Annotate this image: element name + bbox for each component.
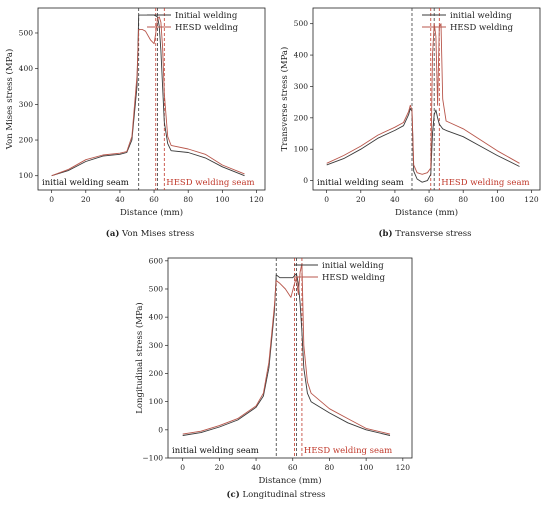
y-tick-label: 0 <box>158 425 163 434</box>
x-tick-label: 80 <box>458 195 468 204</box>
caption-letter: (c) <box>227 489 240 500</box>
caption-letter: (b) <box>379 228 393 239</box>
initial-seam-annotation: initial welding seam <box>317 178 404 188</box>
x-tick-label: 80 <box>325 463 335 472</box>
legend-label-1: initial welding <box>450 11 512 21</box>
y-tick-label: 400 <box>294 51 309 60</box>
chart-2: 0 20 40 60 80 100 120 0 100 200 300 400 500 Distance … <box>279 7 541 239</box>
x-tick-label: 40 <box>115 195 125 204</box>
y-tick-label: 500 <box>19 28 34 37</box>
caption-text: Von Mises stress <box>119 229 194 239</box>
chart-1: 0 20 40 60 80 100 120 100 200 300 400 500 Distance (… <box>4 7 266 239</box>
legend-label-1: Initial welding <box>175 11 238 21</box>
chart-caption: (a) Von Mises stress <box>106 228 194 239</box>
chart-caption: (b) Transverse stress <box>379 228 472 239</box>
y-tick-label: 200 <box>294 113 309 122</box>
x-axis-label: Distance (mm) <box>395 207 458 218</box>
y-tick-label: 200 <box>149 369 164 378</box>
x-tick-label: 40 <box>390 195 400 204</box>
y-axis-label: Von Mises stress (MPa) <box>4 49 15 151</box>
x-tick-label: 0 <box>324 195 329 204</box>
series-line-1 <box>326 107 520 183</box>
caption-letter: (a) <box>106 228 120 239</box>
series-line-2 <box>182 263 391 435</box>
chart-caption: (c) Longitudinal stress <box>227 489 326 500</box>
legend-label-2: HESD welding <box>322 273 386 283</box>
x-tick-label: 0 <box>180 463 185 472</box>
legend-label-2: HESD welding <box>450 23 514 33</box>
y-tick-label: 300 <box>294 82 309 91</box>
x-axis-label: Distance (mm) <box>258 475 321 486</box>
x-tick-label: 100 <box>490 195 505 204</box>
legend-label-1: initial welding <box>322 261 384 271</box>
x-tick-label: 100 <box>359 463 374 472</box>
y-tick-label: 400 <box>149 313 164 322</box>
initial-seam-annotation: initial welding seam <box>172 446 259 456</box>
x-axis-label: Distance (mm) <box>120 207 183 218</box>
x-tick-label: 120 <box>524 195 539 204</box>
y-tick-label: 200 <box>19 136 34 145</box>
x-tick-label: 60 <box>149 195 159 204</box>
y-tick-label: 300 <box>19 100 34 109</box>
caption-text: Transverse stress <box>393 229 472 239</box>
y-tick-label: 300 <box>149 341 164 350</box>
y-tick-label: 0 <box>303 176 308 185</box>
y-tick-label: 100 <box>149 397 164 406</box>
series-line-1 <box>182 273 391 436</box>
plot-frame <box>37 7 266 191</box>
x-tick-label: 120 <box>249 195 264 204</box>
x-tick-label: 100 <box>215 195 230 204</box>
y-tick-label: 100 <box>294 145 309 154</box>
y-tick-label: 400 <box>19 64 34 73</box>
x-tick-label: 20 <box>215 463 225 472</box>
x-tick-label: 120 <box>396 463 411 472</box>
y-axis-label: Longitudinal stress (MPa) <box>134 302 145 413</box>
series-line-1 <box>51 14 245 177</box>
y-tick-label: 500 <box>294 19 309 28</box>
series-line-2 <box>51 16 245 177</box>
x-tick-label: 60 <box>288 463 298 472</box>
x-tick-label: 20 <box>81 195 91 204</box>
plot-frame <box>167 257 413 459</box>
hesd-seam-annotation: HESD welding seam <box>441 178 529 188</box>
y-tick-label: 100 <box>19 171 34 180</box>
initial-seam-annotation: initial welding seam <box>42 178 129 188</box>
caption-text: Longitudinal stress <box>240 490 326 500</box>
y-axis-label: Transverse stress (MPa) <box>279 47 290 152</box>
y-tick-label: 600 <box>149 256 164 265</box>
x-tick-label: 0 <box>49 195 54 204</box>
y-tick-label: 500 <box>149 284 164 293</box>
chart-3: 0 20 40 60 80 100 120 −100 0 100 200 300 400 500 600 Di… <box>134 256 413 500</box>
x-tick-label: 80 <box>183 195 193 204</box>
x-tick-label: 40 <box>251 463 261 472</box>
hesd-seam-annotation: HESD welding seam <box>304 446 392 456</box>
x-tick-label: 60 <box>424 195 434 204</box>
legend-label-2: HESD welding <box>175 23 239 33</box>
y-tick-label: −100 <box>142 454 163 463</box>
x-tick-label: 20 <box>356 195 366 204</box>
hesd-seam-annotation: HESD welding seam <box>166 178 254 188</box>
plot-frame <box>312 7 541 191</box>
series-line-2 <box>326 23 520 175</box>
